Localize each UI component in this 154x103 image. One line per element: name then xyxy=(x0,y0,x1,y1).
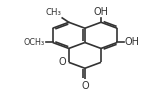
Text: O: O xyxy=(58,57,66,67)
Text: OH: OH xyxy=(125,37,140,47)
Text: OCH₃: OCH₃ xyxy=(23,38,44,47)
Text: O: O xyxy=(81,81,89,91)
Text: OH: OH xyxy=(93,7,109,17)
Text: CH₃: CH₃ xyxy=(45,8,61,17)
